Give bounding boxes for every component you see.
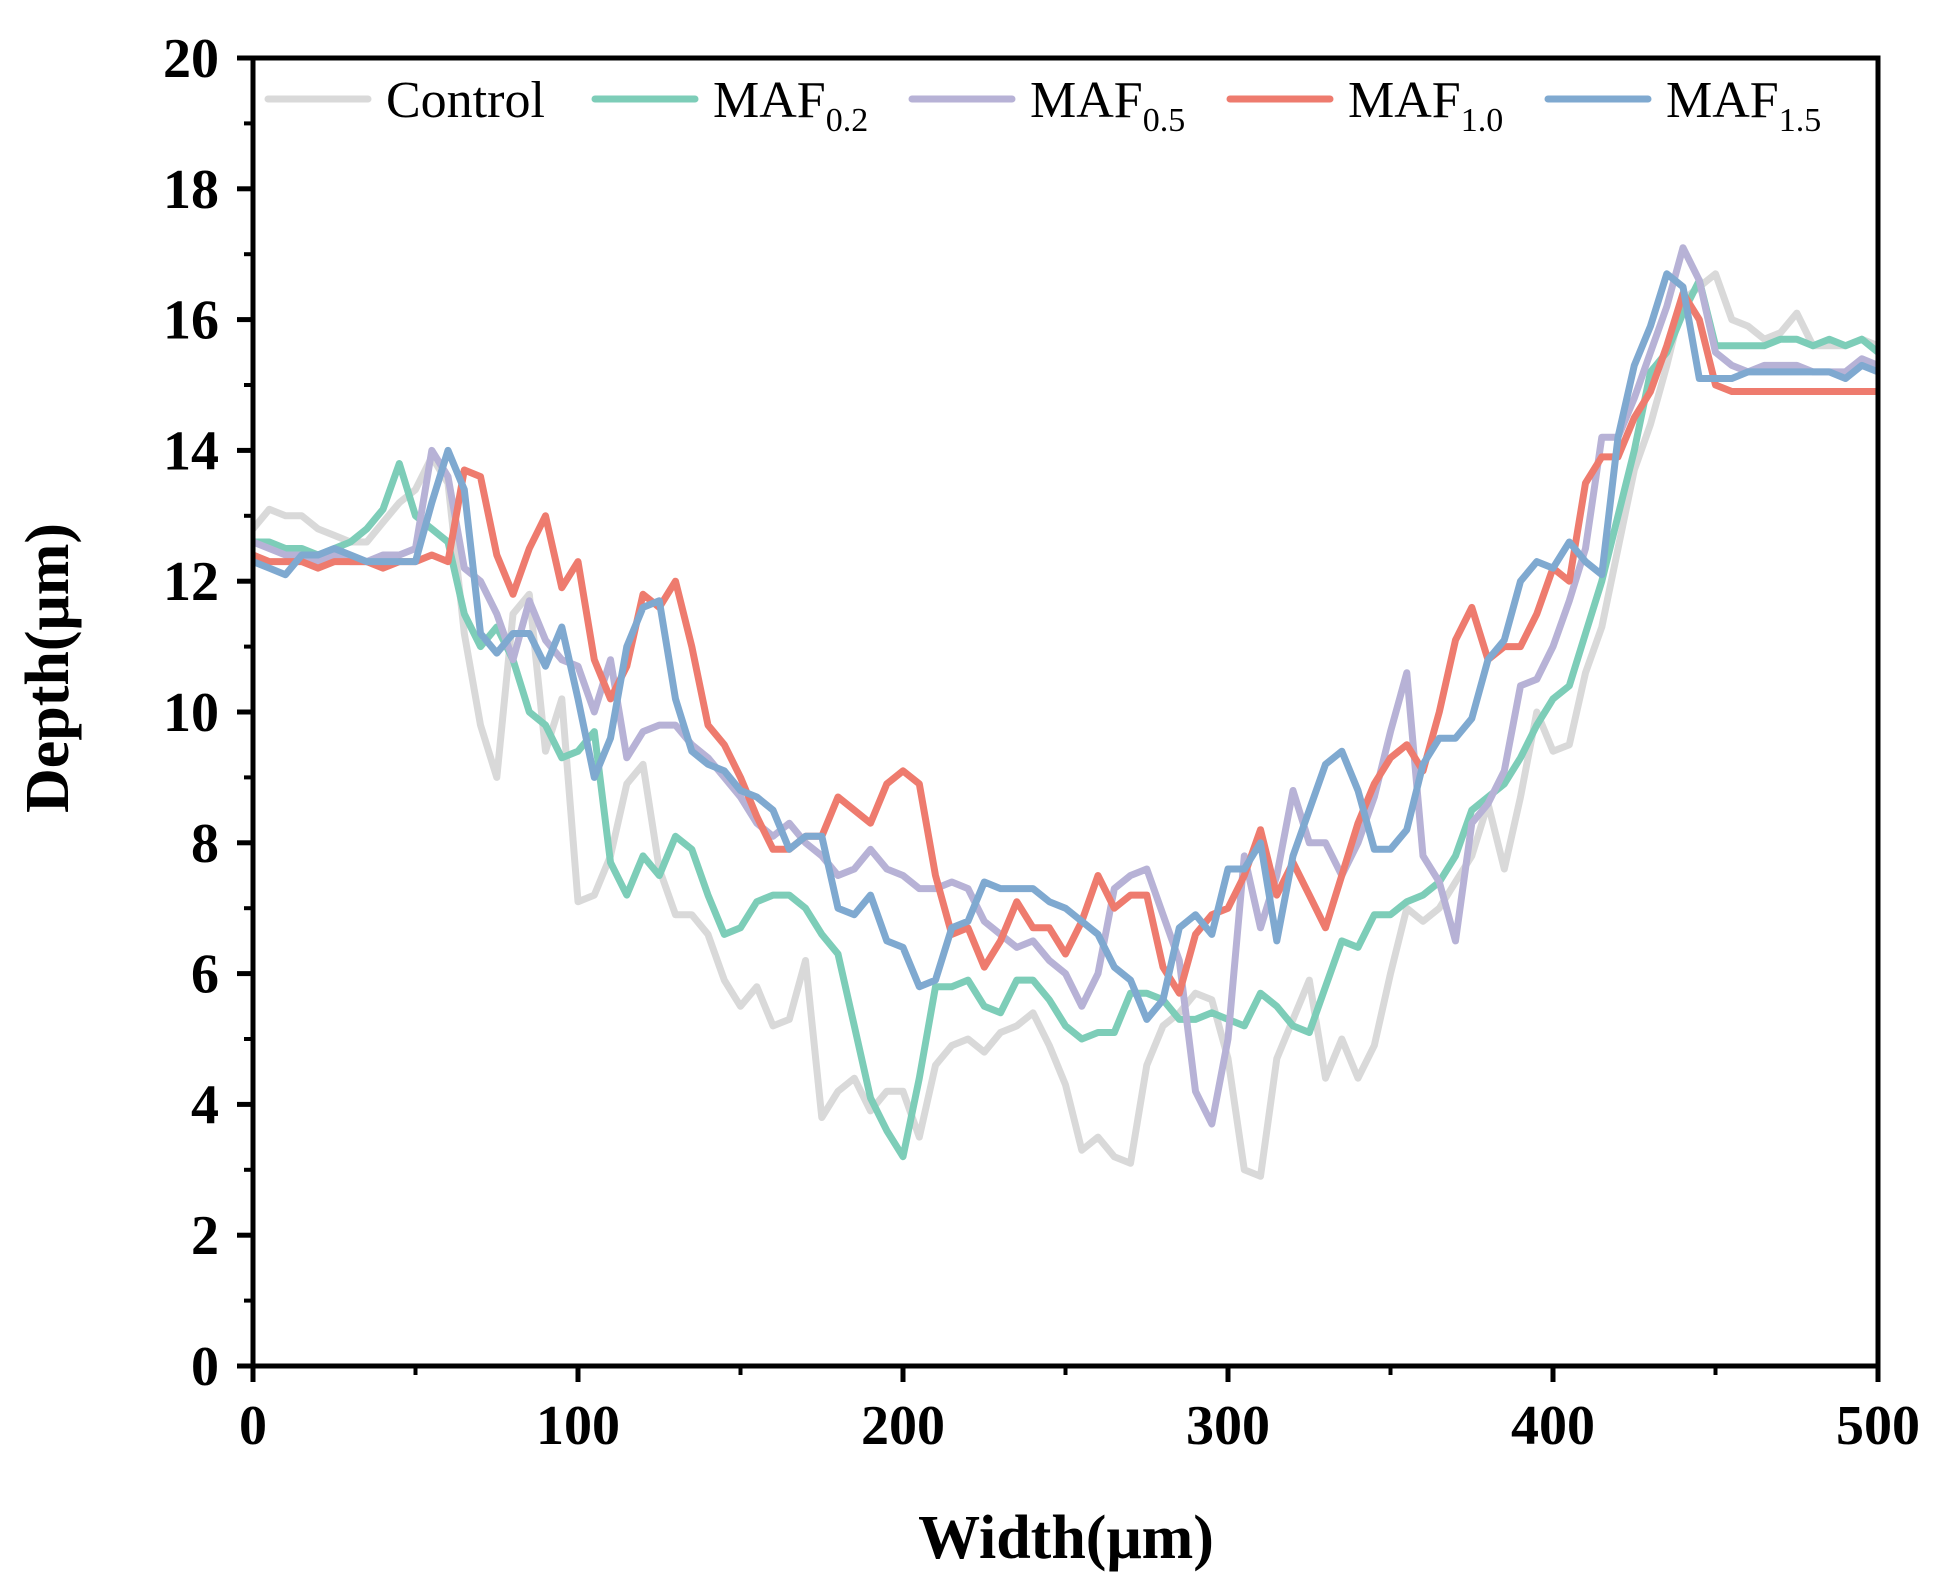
y-tick-label: 8 (191, 813, 219, 875)
x-tick-label: 400 (1511, 1395, 1595, 1457)
x-axis-title: Width(μm) (918, 1504, 1214, 1572)
series-line-maf1-0 (253, 289, 1878, 997)
y-tick-label: 14 (163, 420, 219, 482)
x-tick-label: 200 (861, 1395, 945, 1457)
y-tick-label: 18 (163, 159, 219, 221)
x-tick-label: 300 (1186, 1395, 1270, 1457)
legend-label: MAF0.2 (713, 72, 868, 139)
axes-layer: 0 100 200 300 400 500 0 2 4 6 8 10 12 14 16 18 20 (163, 28, 1920, 1457)
x-tick-label: 100 (536, 1395, 620, 1457)
series-line-control (253, 270, 1878, 1180)
series-layer (253, 244, 1878, 1180)
y-tick-label: 0 (191, 1336, 219, 1398)
legend: Control MAF0.2 MAF0.5 MAF1.0 MAF1.5 (264, 72, 1821, 139)
legend-label: MAF1.0 (1348, 72, 1503, 139)
legend-label: MAF1.5 (1666, 72, 1821, 139)
x-tick-label: 500 (1836, 1395, 1920, 1457)
series-line-maf0-5 (253, 244, 1878, 1128)
y-tick-label: 20 (163, 28, 219, 90)
plot-frame (250, 55, 1881, 1369)
series-line-maf1-5 (253, 270, 1878, 1023)
y-tick-label: 10 (163, 682, 219, 744)
x-tick-label: 0 (239, 1395, 267, 1457)
y-tick-label: 6 (191, 944, 219, 1006)
legend-label: Control (386, 72, 545, 129)
y-tick-label: 12 (163, 551, 219, 613)
y-tick-label: 4 (191, 1074, 219, 1136)
series-line-maf0-2 (253, 276, 1878, 1161)
y-tick-label: 16 (163, 290, 219, 352)
y-tick-label: 2 (191, 1205, 219, 1267)
legend-label: MAF0.5 (1030, 72, 1185, 139)
y-axis-title: Depth(μm) (14, 523, 82, 813)
